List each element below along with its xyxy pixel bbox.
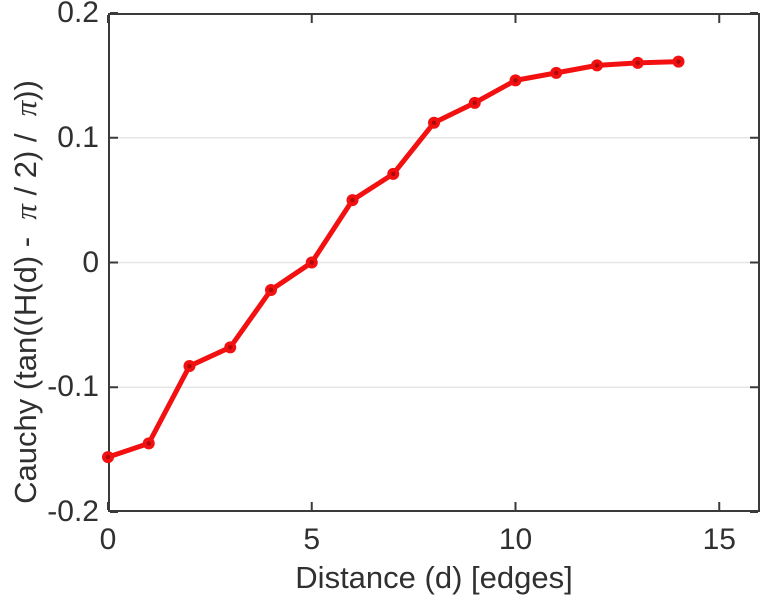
data-point-marker-center [431, 120, 437, 125]
data-point-marker-center [391, 171, 396, 177]
data-point-marker-center [472, 100, 477, 106]
data-point-marker-center [105, 454, 111, 460]
y-tick-label: 0.1 [57, 120, 99, 154]
data-point-marker-center [350, 197, 355, 203]
data-point-marker-center [594, 63, 600, 68]
y-tick-label: 0.2 [57, 0, 99, 29]
x-tick-label: 5 [303, 523, 321, 556]
x-tick-label: 15 [702, 523, 736, 556]
y-tick-label: -0.2 [47, 495, 99, 528]
pi-symbol: π [8, 100, 43, 117]
data-point-marker-center [228, 345, 233, 350]
plot-area [102, 12, 760, 513]
data-point-marker-center [187, 363, 192, 369]
data-line [105, 59, 681, 460]
y-tick-label: -0.1 [47, 370, 99, 404]
data-point-marker-center [309, 260, 314, 265]
x-tick-label: 10 [498, 523, 533, 556]
data-point-marker-center [635, 60, 640, 66]
pi-symbol: π [8, 204, 43, 220]
x-axis-label: Distance (d) [edges] [295, 560, 573, 595]
data-point-marker-center [513, 78, 518, 83]
y-tick-label: 0 [82, 245, 99, 279]
data-point-marker-center [268, 287, 274, 293]
data-point-marker-center [146, 441, 151, 446]
data-point-marker-center [676, 59, 681, 64]
data-point-marker-center [554, 70, 559, 76]
plot-border [108, 13, 760, 512]
x-tick-label: 0 [99, 523, 117, 556]
